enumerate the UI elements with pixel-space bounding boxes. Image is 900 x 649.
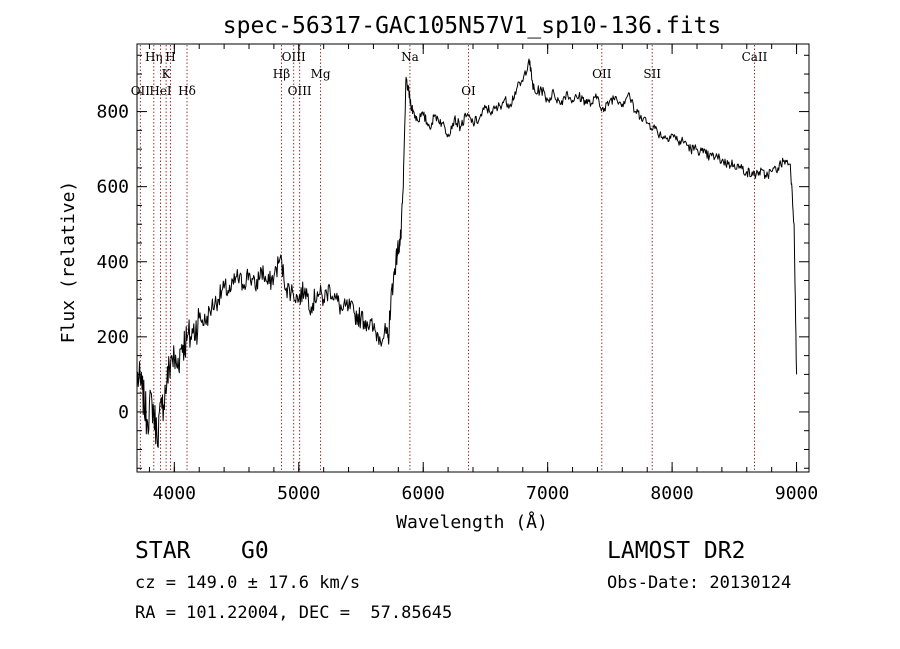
x-tick-label-1: 5000 [277,483,320,504]
line-marker-label-9: Mg [311,67,331,81]
y-tick-label-1: 200 [96,327,129,348]
y-tick-label-3: 600 [96,177,129,198]
x-tick-label-5: 9000 [775,483,818,504]
y-tick-label-4: 800 [96,102,129,123]
x-axis-ticks: 4000 5000 6000 7000 8000 9000 [148,44,818,504]
line-marker-label-10: Na [401,50,419,64]
y-axis-ticks: 0 200 400 600 800 [96,54,809,469]
line-marker-label-13: SII [643,67,661,81]
line-marker-label-14: CaII [742,50,768,64]
line-markers: OII Hη HeI KH Hδ Hβ OIII OIII Mg Na OI OII SII CaII [131,45,768,471]
chart-title: spec-56317-GAC105N57V1_sp10-136.fits [223,13,722,39]
x-tick-label-4: 8000 [650,483,693,504]
y-axis-label: Flux (relative) [58,181,79,344]
line-marker-label-5: Hδ [178,84,196,98]
line-marker-label-0: OII [131,84,151,98]
x-axis-label: Wavelength (Å) [396,511,548,533]
y-tick-label-0: 0 [118,402,129,423]
line-marker-label-12: OII [592,67,612,81]
line-marker-label-6: Hβ [273,67,290,81]
object-subclass: G0 [241,538,269,564]
x-tick-label-3: 7000 [526,483,569,504]
spectrum-line [136,58,798,448]
line-marker-label-4: H [165,50,175,64]
survey-name: LAMOST DR2 [607,538,746,564]
observation-date: Obs-Date: 20130124 [607,573,792,593]
line-marker-label-7: OIII [282,50,306,64]
plot-frame [136,43,810,473]
line-marker-label-3: K [162,67,172,81]
line-marker-label-1: Hη [145,50,163,64]
line-marker-label-11: OI [461,84,476,98]
line-marker-label-8: OIII [288,84,312,98]
redshift-value: cz = 149.0 ± 17.6 km/s [135,573,361,593]
x-tick-label-2: 6000 [402,483,445,504]
y-tick-label-2: 400 [96,252,129,273]
line-marker-label-2: HeI [149,84,172,98]
object-class: STAR [135,538,191,564]
coordinates: RA = 101.22004, DEC = 57.85645 [135,603,453,623]
x-tick-label-0: 4000 [153,483,196,504]
